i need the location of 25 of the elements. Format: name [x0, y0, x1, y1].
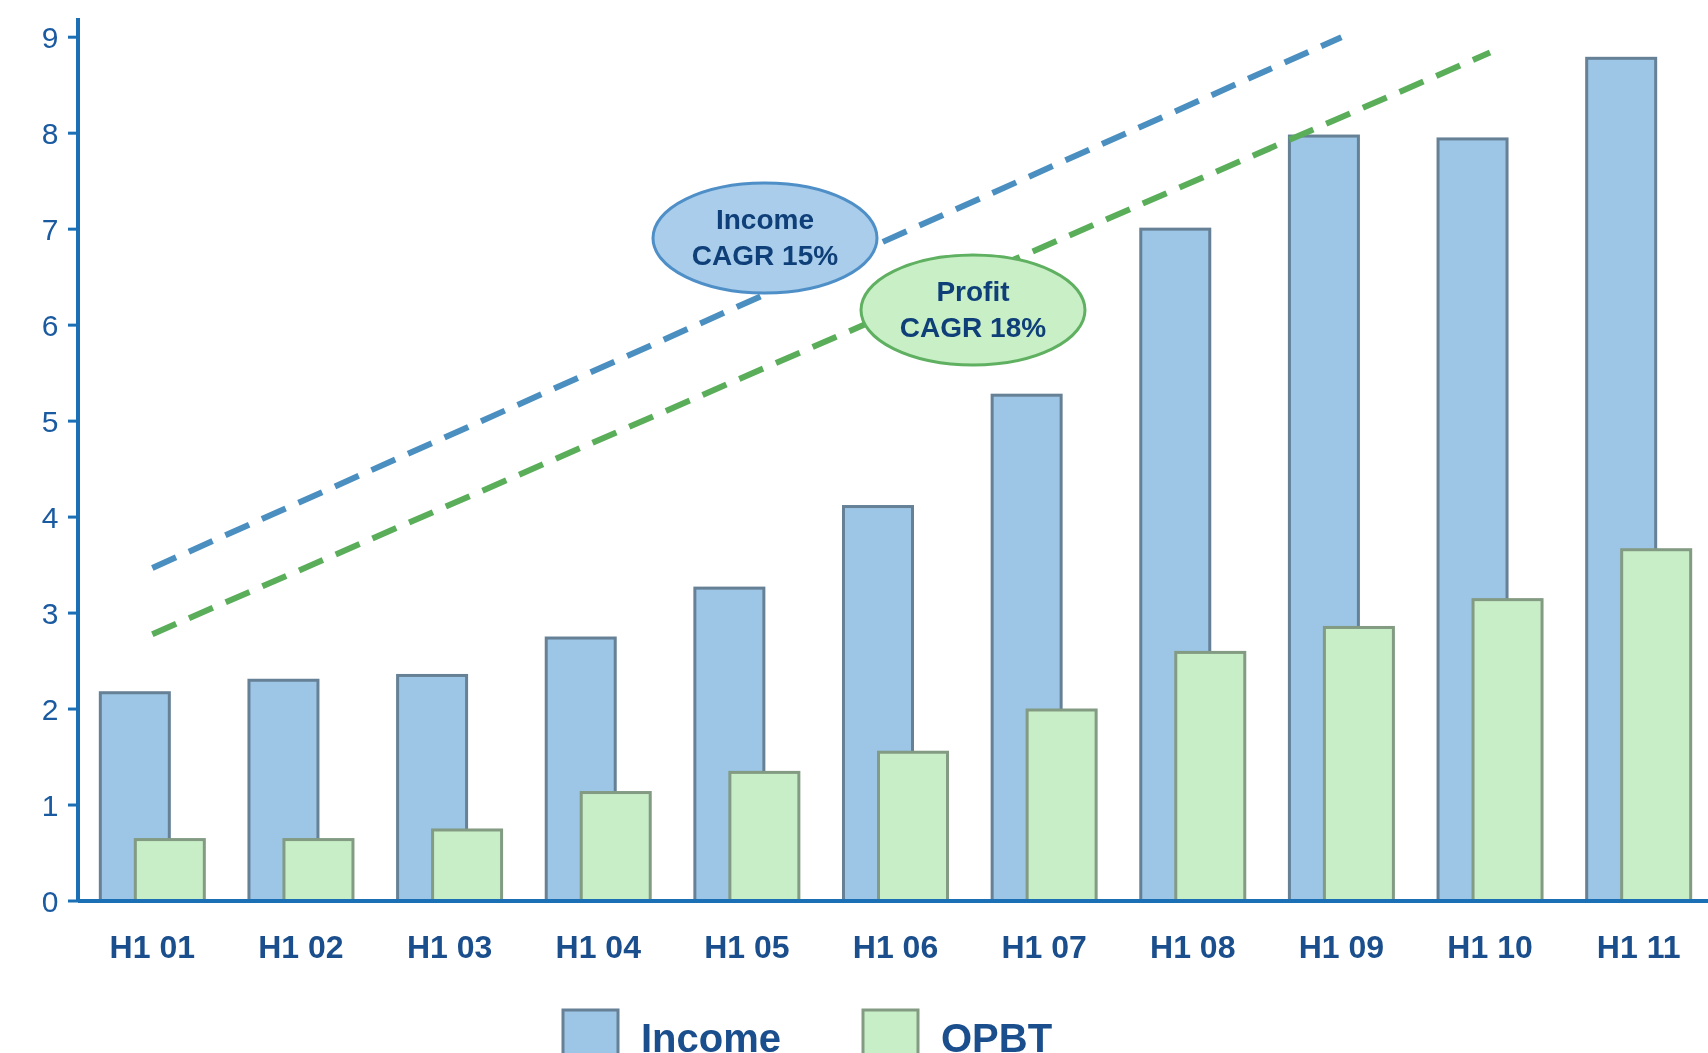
- x-tick-label: H1 05: [704, 929, 790, 966]
- y-tick-label: 8: [41, 116, 59, 150]
- x-tick-label: H1 10: [1447, 929, 1533, 966]
- y-tick-label: 4: [41, 500, 59, 534]
- annotation: Profit CAGR 18%: [899, 275, 1047, 344]
- x-tick-label: H1 03: [406, 929, 493, 966]
- y-tick-label: 3: [41, 596, 59, 630]
- y-tick-label: 1: [41, 788, 59, 822]
- x-tick-label: H1 04: [555, 929, 642, 966]
- y-tick-label: 6: [41, 308, 59, 342]
- y-tick-label: 7: [41, 212, 59, 246]
- legend-label: OPBT: [941, 1016, 1053, 1053]
- x-tick-label: H1 08: [1150, 929, 1236, 966]
- x-tick-label: H1 09: [1298, 929, 1385, 966]
- y-tick-label: 9: [41, 20, 59, 54]
- x-tick-label: H1 02: [258, 929, 344, 966]
- x-tick-label: H1 07: [1001, 929, 1087, 966]
- legend-label: Income: [641, 1016, 782, 1053]
- x-tick-label: H1 01: [109, 929, 196, 966]
- y-tick-label: 0: [41, 884, 59, 918]
- annotation: Income CAGR 15%: [691, 203, 839, 272]
- y-tick-label: 2: [41, 692, 59, 726]
- x-tick-label: H1 06: [852, 929, 939, 966]
- y-tick-label: 5: [41, 404, 59, 438]
- x-tick-label: H1 11: [1596, 929, 1681, 966]
